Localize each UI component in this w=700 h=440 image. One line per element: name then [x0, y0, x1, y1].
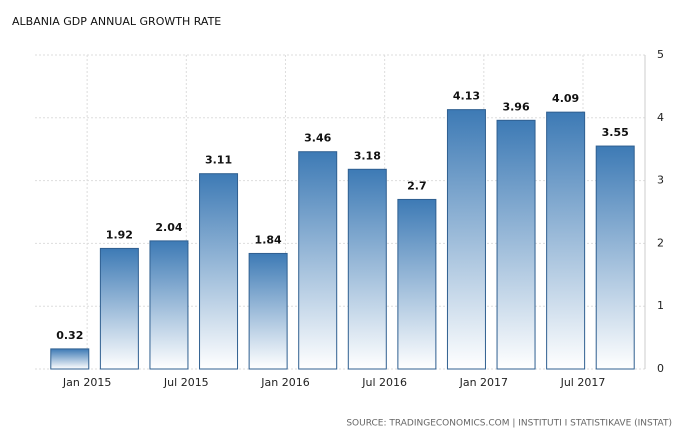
chart-title: ALBANIA GDP ANNUAL GROWTH RATE	[12, 15, 221, 28]
value-label: 3.96	[502, 100, 529, 113]
bar	[496, 119, 536, 370]
value-label: 4.09	[552, 92, 579, 105]
y-tick-label: 4	[657, 111, 664, 124]
value-label: 1.92	[106, 228, 133, 241]
value-label: 3.11	[205, 154, 232, 167]
bar	[248, 252, 288, 370]
y-tick-label: 2	[657, 236, 664, 249]
value-label: 4.13	[453, 90, 480, 103]
value-label: 0.32	[56, 329, 83, 342]
value-label: 1.84	[255, 233, 282, 246]
value-label: 2.7	[407, 179, 427, 192]
y-tick-label: 5	[657, 48, 664, 61]
value-label: 3.18	[354, 149, 381, 162]
value-label: 3.55	[602, 126, 629, 139]
bar	[149, 240, 189, 370]
x-tick-label: Jul 2015	[163, 376, 209, 389]
source: SOURCE: TRADINGECONOMICS.COM | INSTITUTI…	[346, 419, 672, 429]
bar	[50, 348, 90, 370]
bar	[546, 111, 586, 370]
bar	[595, 145, 635, 370]
y-tick-label: 1	[657, 299, 664, 312]
x-tick-label: Jul 2016	[361, 376, 407, 389]
y-tick-label: 3	[657, 174, 664, 187]
value-label: 3.46	[304, 132, 331, 145]
y-tick-label: 0	[657, 362, 664, 375]
x-tick-label: Jan 2016	[260, 376, 309, 389]
bar	[99, 247, 139, 370]
x-tick-label: Jul 2017	[560, 376, 606, 389]
bar	[199, 173, 239, 370]
bar	[446, 109, 486, 370]
bar	[397, 198, 437, 370]
value-label: 2.04	[155, 221, 182, 234]
x-tick-label: Jan 2015	[62, 376, 111, 389]
bar	[298, 151, 338, 370]
x-tick-label: Jan 2017	[459, 376, 508, 389]
bar	[347, 168, 387, 370]
